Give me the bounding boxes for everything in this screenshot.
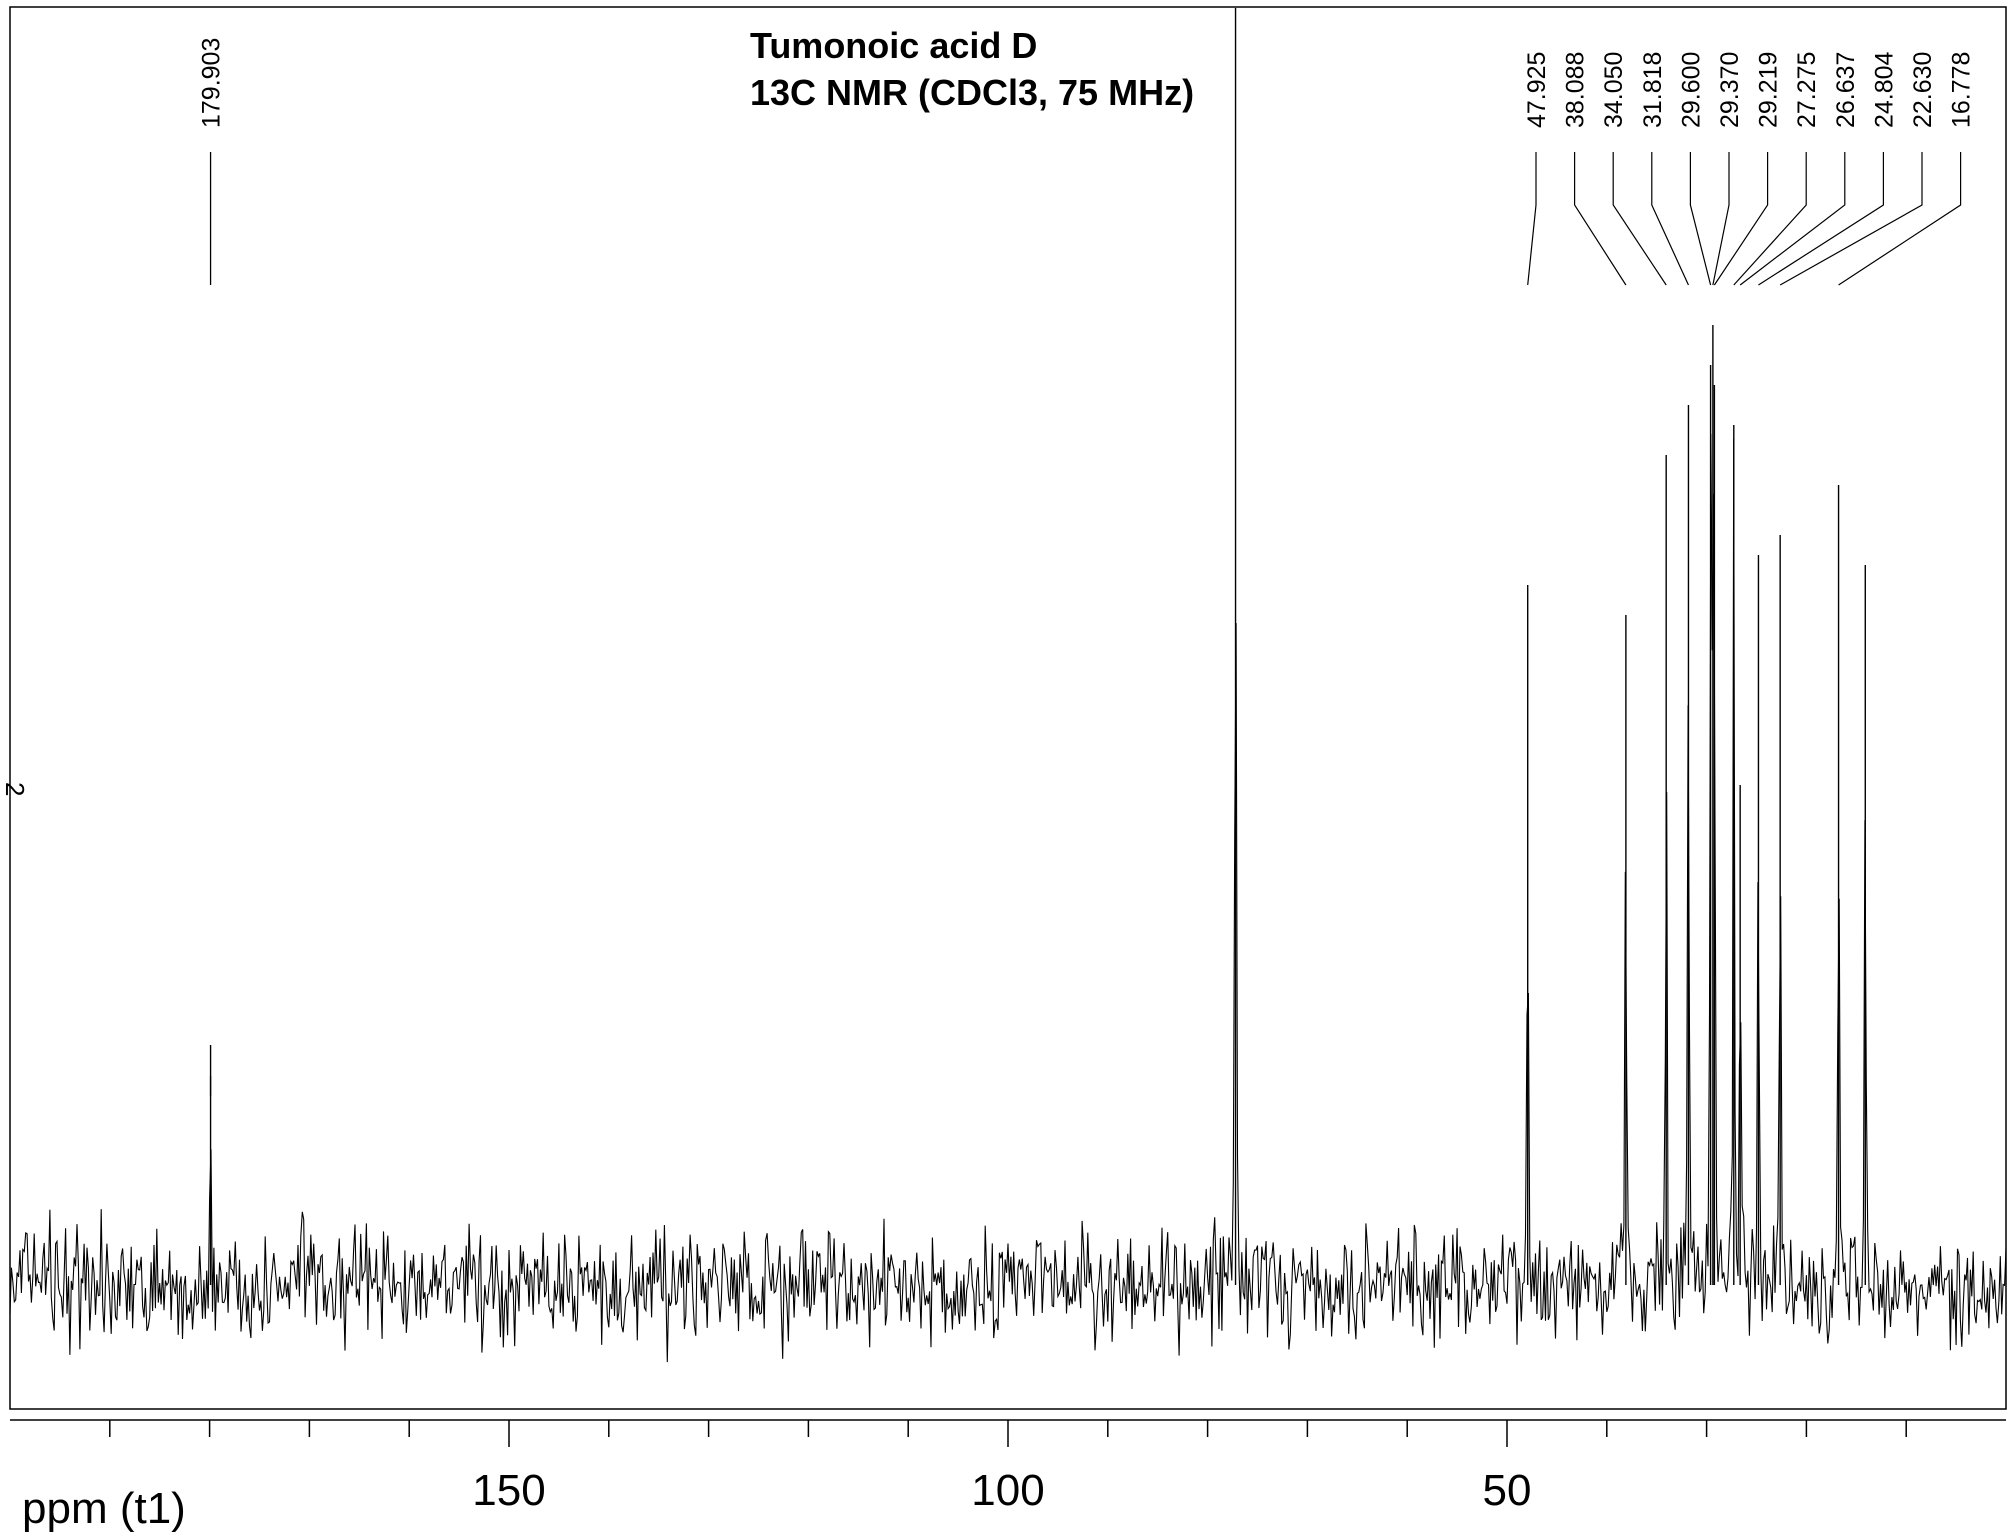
peak-leader-line [1651,152,1690,286]
side-label: 2 [0,782,30,796]
peak-leader-line [1573,152,1627,286]
peak-leader-line [1758,152,1885,286]
peak-label: 29.219 [1755,52,1783,128]
spectrum-trace [9,8,2007,1363]
peak-label: 29.600 [1677,52,1705,128]
x-tick-label: 150 [472,1466,545,1515]
peak-label: 29.370 [1716,52,1744,128]
peak-label: 31.818 [1639,52,1667,128]
chart-title-line-1: Tumonoic acid D [750,25,1037,66]
peak-label: 27.275 [1793,52,1821,128]
peak-label: 26.637 [1832,52,1860,128]
peak-label: 22.630 [1909,52,1937,128]
x-axis: 150 100 50 [10,1419,2006,1515]
plot-frame [9,6,2007,1410]
x-tick-label: 50 [1483,1466,1532,1515]
spectrum-line [9,433,2007,1363]
peak-leader-line [1733,152,1807,286]
peak-leader-line [1712,152,1730,286]
chart-title-line-2: 13C NMR (CDCl3, 75 MHz) [750,72,1194,113]
peak-label: 16.778 [1948,52,1976,128]
peak-leader-line [1612,152,1667,286]
peak-leader-line [1779,152,1923,286]
peak-leader-line [1713,152,1769,286]
peak-label: 179.903 [198,38,226,128]
peak-label-group: 179.903 47.925 38.088 34.050 31.818 29.600 29.… [198,38,1976,1096]
peak-leader-line [1689,152,1712,286]
peak-label: 24.804 [1870,51,1898,128]
peak-label: 34.050 [1600,52,1628,128]
peak-leader-line [1739,152,1846,286]
peak-leader-line [1527,152,1537,286]
peak-label: 38.088 [1562,52,1590,128]
x-tick-label: 100 [971,1466,1044,1515]
peak-leader-line [1838,152,1962,286]
x-axis-label: ppm (t1) [22,1484,186,1533]
peak-label: 47.925 [1523,52,1551,128]
